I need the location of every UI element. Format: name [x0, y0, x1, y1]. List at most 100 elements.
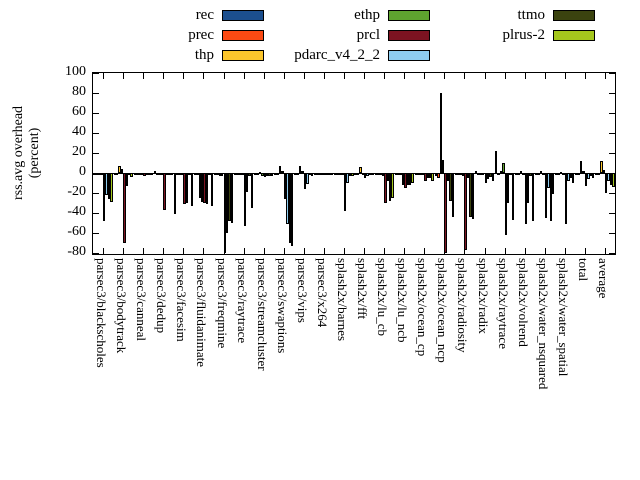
bar-thp [278, 166, 282, 173]
bar-ttmo [609, 173, 613, 185]
x-tick-mark [464, 248, 466, 254]
bar-ethp [241, 173, 244, 175]
bar-prec [336, 173, 340, 175]
bar-ethp [281, 171, 284, 173]
bar-plrus-2 [451, 173, 454, 217]
bar-prec [557, 173, 560, 175]
bar-rec [233, 173, 237, 175]
bar-thp [359, 167, 362, 173]
y-axis-title-line2: (percent) [27, 127, 42, 178]
bar-prec [497, 173, 500, 175]
y-tick-mark [93, 73, 99, 74]
legend-label-prcl: prcl [356, 27, 380, 43]
x-tick-mark [404, 73, 406, 79]
bar-prec [135, 173, 139, 175]
legend-swatch-thp [222, 50, 264, 61]
bar-pdarc_v4_2_2 [225, 173, 229, 233]
y-tick-mark [93, 93, 99, 94]
bar-ttmo [348, 173, 352, 176]
bar-plrus-2 [331, 173, 334, 175]
bar-pdarc_v4_2_2 [165, 173, 169, 175]
bar-prec [457, 173, 460, 175]
bar-ethp [542, 173, 545, 175]
bar-ethp [482, 173, 485, 175]
bar-prec [196, 173, 199, 175]
bar-ttmo [107, 173, 111, 199]
bar-rec [595, 173, 598, 175]
x-tick-mark [484, 73, 486, 79]
bar-ethp [441, 160, 445, 173]
bar-pdarc_v4_2_2 [145, 173, 148, 175]
bar-thp [299, 166, 302, 173]
x-tick-mark [263, 248, 265, 254]
bar-prec [115, 173, 119, 175]
legend-item-pdarc_v4_2_2: pdarc_v4_2_2 [238, 48, 430, 63]
bar-rec [153, 171, 157, 173]
bar-prcl [203, 173, 206, 203]
bar-prcl [303, 173, 307, 189]
bar-ethp [462, 173, 465, 176]
bar-ethp [160, 173, 164, 175]
bar-prec [216, 173, 219, 175]
bar-ttmo [429, 173, 432, 178]
bar-pdarc_v4_2_2 [486, 173, 490, 179]
bar-ttmo [569, 173, 572, 178]
x-tick-mark [404, 248, 406, 254]
x-tick-mark [484, 248, 486, 254]
legend-label-ttmo: ttmo [517, 7, 545, 23]
bar-thp [560, 172, 563, 174]
x-category-label: average [595, 258, 611, 299]
bar-prec [577, 173, 581, 175]
bar-ttmo [408, 173, 412, 185]
x-tick-mark [604, 73, 606, 79]
bar-plrus-2 [431, 173, 434, 181]
y-tick-label: -80 [67, 244, 86, 259]
x-tick-mark [504, 73, 506, 79]
bar-thp [238, 173, 242, 175]
x-category-label: parsec3/swaptions [274, 258, 290, 354]
legend-swatch-ethp [388, 10, 430, 21]
bar-thp [178, 173, 181, 175]
bar-rec [394, 173, 397, 175]
bar-pdarc_v4_2_2 [506, 173, 510, 203]
bar-prec [417, 173, 420, 175]
bar-ethp [421, 173, 425, 175]
bar-prcl [223, 173, 226, 253]
bar-plrus-2 [290, 173, 294, 246]
bar-rec [434, 173, 438, 176]
bar-prec [537, 173, 540, 175]
bar-rec [113, 173, 116, 175]
bar-plrus-2 [170, 173, 173, 175]
bar-ethp [522, 173, 525, 175]
bar-prcl [564, 173, 568, 224]
bar-plrus-2 [592, 173, 595, 178]
x-tick-mark [243, 73, 245, 79]
bar-prec [477, 173, 480, 175]
x-tick-mark [143, 73, 145, 79]
x-tick-mark [364, 73, 366, 79]
bar-rec [374, 173, 377, 175]
x-tick-mark [424, 73, 426, 79]
x-tick-mark [163, 73, 165, 79]
bar-pdarc_v4_2_2 [286, 173, 289, 224]
legend-label-rec: rec [195, 7, 214, 23]
bar-prcl [183, 173, 186, 204]
legend-item-ttmo: ttmo [403, 7, 595, 23]
bar-prcl [604, 173, 608, 193]
bar-pdarc_v4_2_2 [386, 173, 389, 181]
y-tick-label: 0 [79, 164, 86, 179]
y-tick-mark [93, 113, 99, 114]
bar-ethp [321, 173, 324, 175]
bar-pdarc_v4_2_2 [125, 173, 128, 186]
x-category-label: splash2x/raytrace [495, 258, 511, 349]
y-tick-label: 20 [72, 144, 86, 159]
bar-rec [93, 173, 96, 175]
x-tick-mark [604, 248, 606, 254]
bar-plrus-2 [371, 173, 374, 175]
y-tick-label: 100 [65, 64, 86, 79]
bar-pdarc_v4_2_2 [266, 173, 269, 176]
legend-label-ethp: ethp [354, 7, 380, 23]
bar-prcl [544, 173, 548, 218]
bar-ethp [140, 173, 144, 175]
bar-ethp [120, 169, 124, 173]
